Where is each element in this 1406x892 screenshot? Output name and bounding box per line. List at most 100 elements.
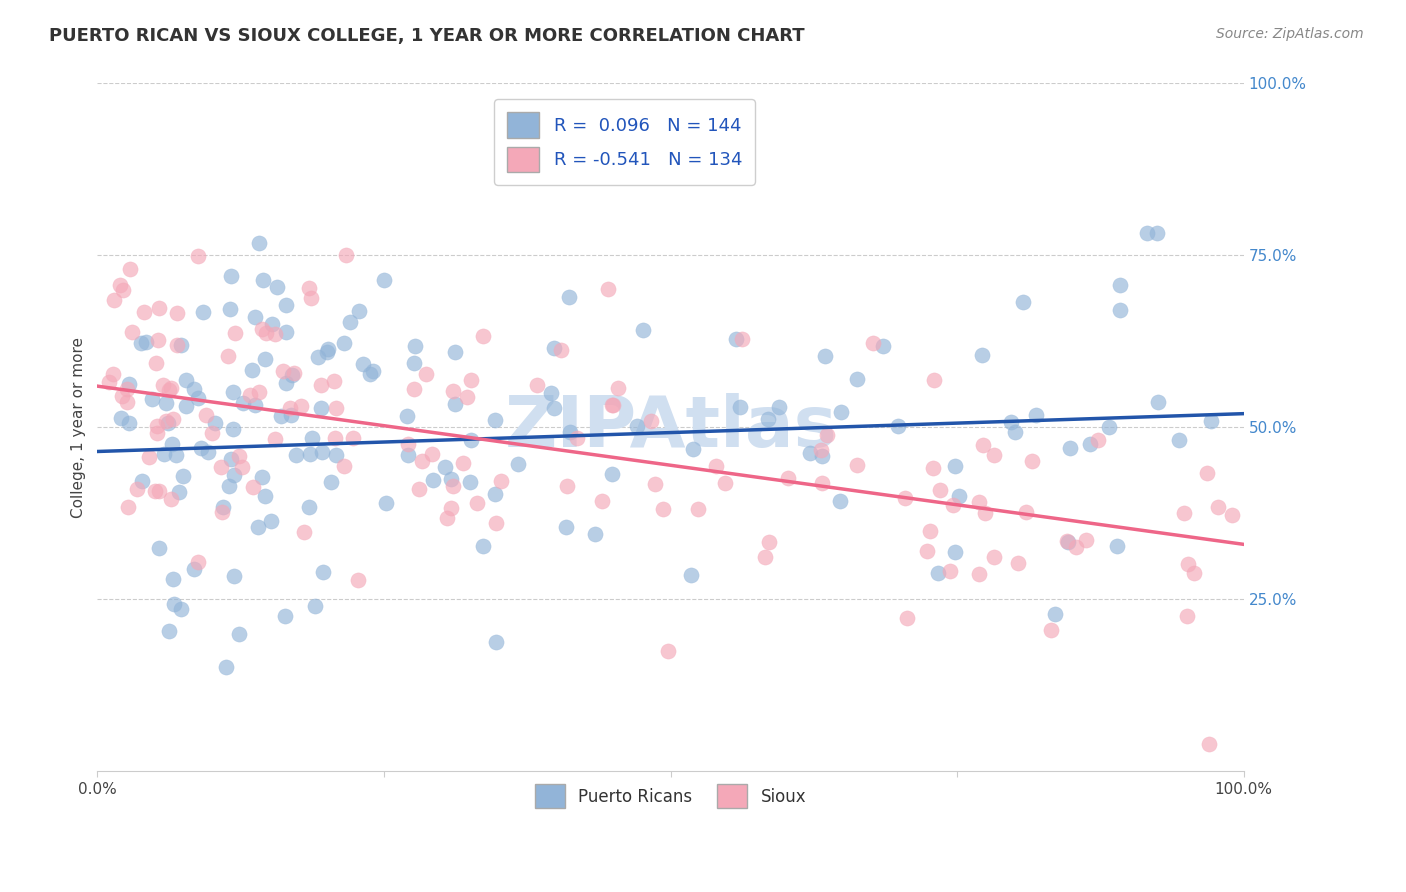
Point	[110, 411, 132, 425]
Point	[117, 500, 139, 514]
Point	[626, 418, 648, 433]
Point	[228, 626, 250, 640]
Point	[460, 433, 482, 447]
Point	[276, 376, 298, 390]
Point	[145, 356, 167, 370]
Point	[444, 345, 467, 359]
Point	[292, 524, 315, 539]
Point	[228, 449, 250, 463]
Point	[322, 374, 344, 388]
Point	[155, 414, 177, 428]
Point	[728, 400, 751, 414]
Y-axis label: College, 1 year or more: College, 1 year or more	[72, 337, 86, 518]
Point	[440, 500, 463, 515]
Point	[309, 401, 332, 415]
Point	[301, 431, 323, 445]
Point	[252, 273, 274, 287]
Point	[939, 565, 962, 579]
Point	[845, 458, 868, 473]
Point	[704, 458, 727, 473]
Point	[103, 368, 125, 382]
Point	[1182, 566, 1205, 581]
Point	[299, 291, 322, 305]
Point	[758, 535, 780, 549]
Point	[1015, 505, 1038, 519]
Point	[405, 339, 427, 353]
Point	[283, 366, 305, 380]
Point	[408, 482, 430, 496]
Point	[219, 302, 242, 317]
Point	[1109, 303, 1132, 318]
Point	[555, 520, 578, 534]
Point	[254, 326, 277, 340]
Point	[652, 502, 675, 516]
Point	[440, 471, 463, 485]
Point	[111, 283, 134, 297]
Point	[415, 368, 437, 382]
Point	[110, 277, 132, 292]
Point	[224, 326, 246, 340]
Point	[243, 398, 266, 412]
Point	[1146, 227, 1168, 241]
Point	[596, 282, 619, 296]
Point	[922, 373, 945, 387]
Point	[323, 431, 346, 445]
Point	[456, 390, 478, 404]
Point	[441, 479, 464, 493]
Point	[163, 597, 186, 611]
Point	[131, 474, 153, 488]
Point	[222, 385, 245, 400]
Point	[157, 384, 180, 398]
Point	[1004, 425, 1026, 440]
Point	[361, 363, 384, 377]
Point	[200, 426, 222, 441]
Point	[810, 443, 832, 458]
Point	[489, 475, 512, 489]
Point	[146, 333, 169, 347]
Point	[828, 494, 851, 508]
Point	[118, 377, 141, 392]
Point	[640, 414, 662, 428]
Point	[374, 496, 396, 510]
Point	[644, 477, 666, 491]
Point	[266, 280, 288, 294]
Point	[115, 395, 138, 409]
Point	[187, 555, 209, 569]
Point	[633, 323, 655, 337]
Point	[814, 349, 837, 363]
Point	[170, 338, 193, 352]
Point	[600, 467, 623, 482]
Point	[280, 408, 302, 422]
Point	[484, 487, 506, 501]
Point	[927, 566, 949, 580]
Point	[725, 332, 748, 346]
Point	[222, 569, 245, 583]
Point	[1064, 540, 1087, 554]
Point	[404, 356, 426, 370]
Point	[232, 395, 254, 409]
Point	[460, 373, 482, 387]
Point	[260, 514, 283, 528]
Point	[591, 493, 613, 508]
Point	[190, 442, 212, 456]
Point	[943, 545, 966, 559]
Point	[271, 364, 294, 378]
Point	[756, 412, 779, 426]
Point	[325, 449, 347, 463]
Point	[1168, 433, 1191, 447]
Point	[325, 401, 347, 415]
Point	[465, 496, 488, 510]
Point	[183, 382, 205, 396]
Point	[148, 541, 170, 555]
Point	[159, 624, 181, 639]
Point	[212, 500, 235, 514]
Point	[1021, 454, 1043, 468]
Point	[543, 342, 565, 356]
Point	[983, 549, 1005, 564]
Point	[191, 305, 214, 319]
Text: PUERTO RICAN VS SIOUX COLLEGE, 1 YEAR OR MORE CORRELATION CHART: PUERTO RICAN VS SIOUX COLLEGE, 1 YEAR OR…	[49, 27, 804, 45]
Point	[555, 478, 578, 492]
Point	[441, 384, 464, 398]
Point	[1173, 507, 1195, 521]
Point	[298, 500, 321, 514]
